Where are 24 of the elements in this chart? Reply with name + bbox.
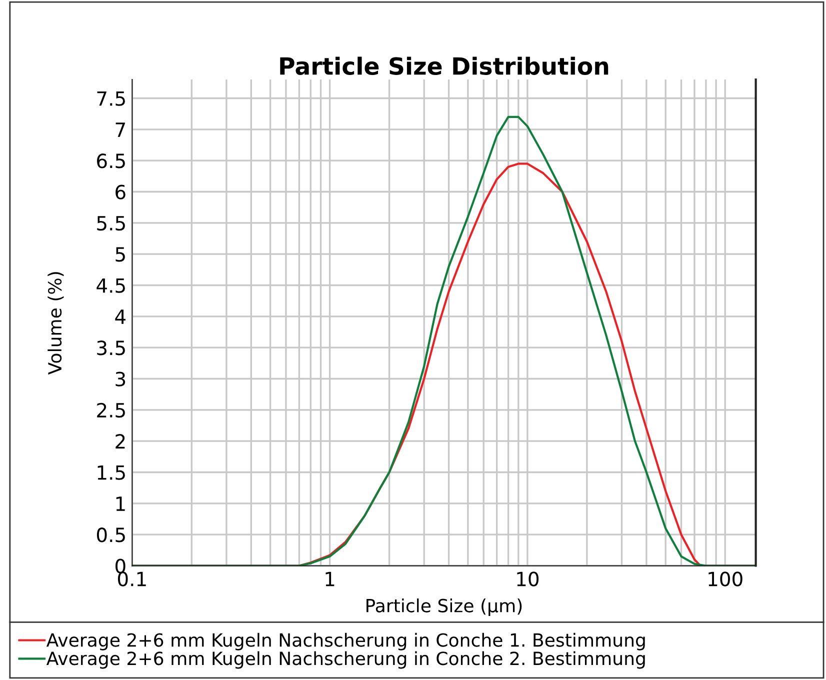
y-axis-title: Volume (%) [48, 272, 64, 375]
y-tick-label: 7.5 [97, 91, 125, 106]
y-tick-label: 5.5 [97, 216, 125, 231]
y-tick-label: 1 [116, 496, 125, 511]
chart-title: Particle Size Distribution [280, 56, 608, 75]
legend-label: Average 2+6 mm Kugeln Nachscherung in Conche 2. Bestimmung [46, 651, 645, 669]
x-tick-label: 10 [517, 572, 539, 586]
y-tick-label: 2 [116, 434, 125, 448]
y-tick-label: 3.5 [97, 340, 125, 356]
x-tick-label: 1 [326, 572, 334, 586]
y-tick-label: 3 [116, 372, 126, 386]
y-tick-label: 0.5 [96, 528, 125, 542]
x-axis-title: Particle Size (μm) [366, 598, 522, 616]
x-tick-label: 0.1 [118, 572, 146, 586]
y-tick-label: 6.5 [97, 154, 125, 168]
y-tick-label: 4.5 [96, 278, 125, 293]
y-tick-label: 6 [116, 184, 126, 200]
y-tick-label: 7 [116, 122, 125, 137]
y-tick-label: 2.5 [97, 402, 125, 418]
x-tick-label: 100 [708, 572, 742, 586]
y-tick-label: 5 [116, 247, 125, 262]
legend-label: Average 2+6 mm Kugeln Nachscherung in Conche 1. Bestimmung [46, 632, 645, 650]
y-tick-label: 4 [115, 310, 126, 324]
y-tick-label: 1.5 [98, 465, 125, 480]
